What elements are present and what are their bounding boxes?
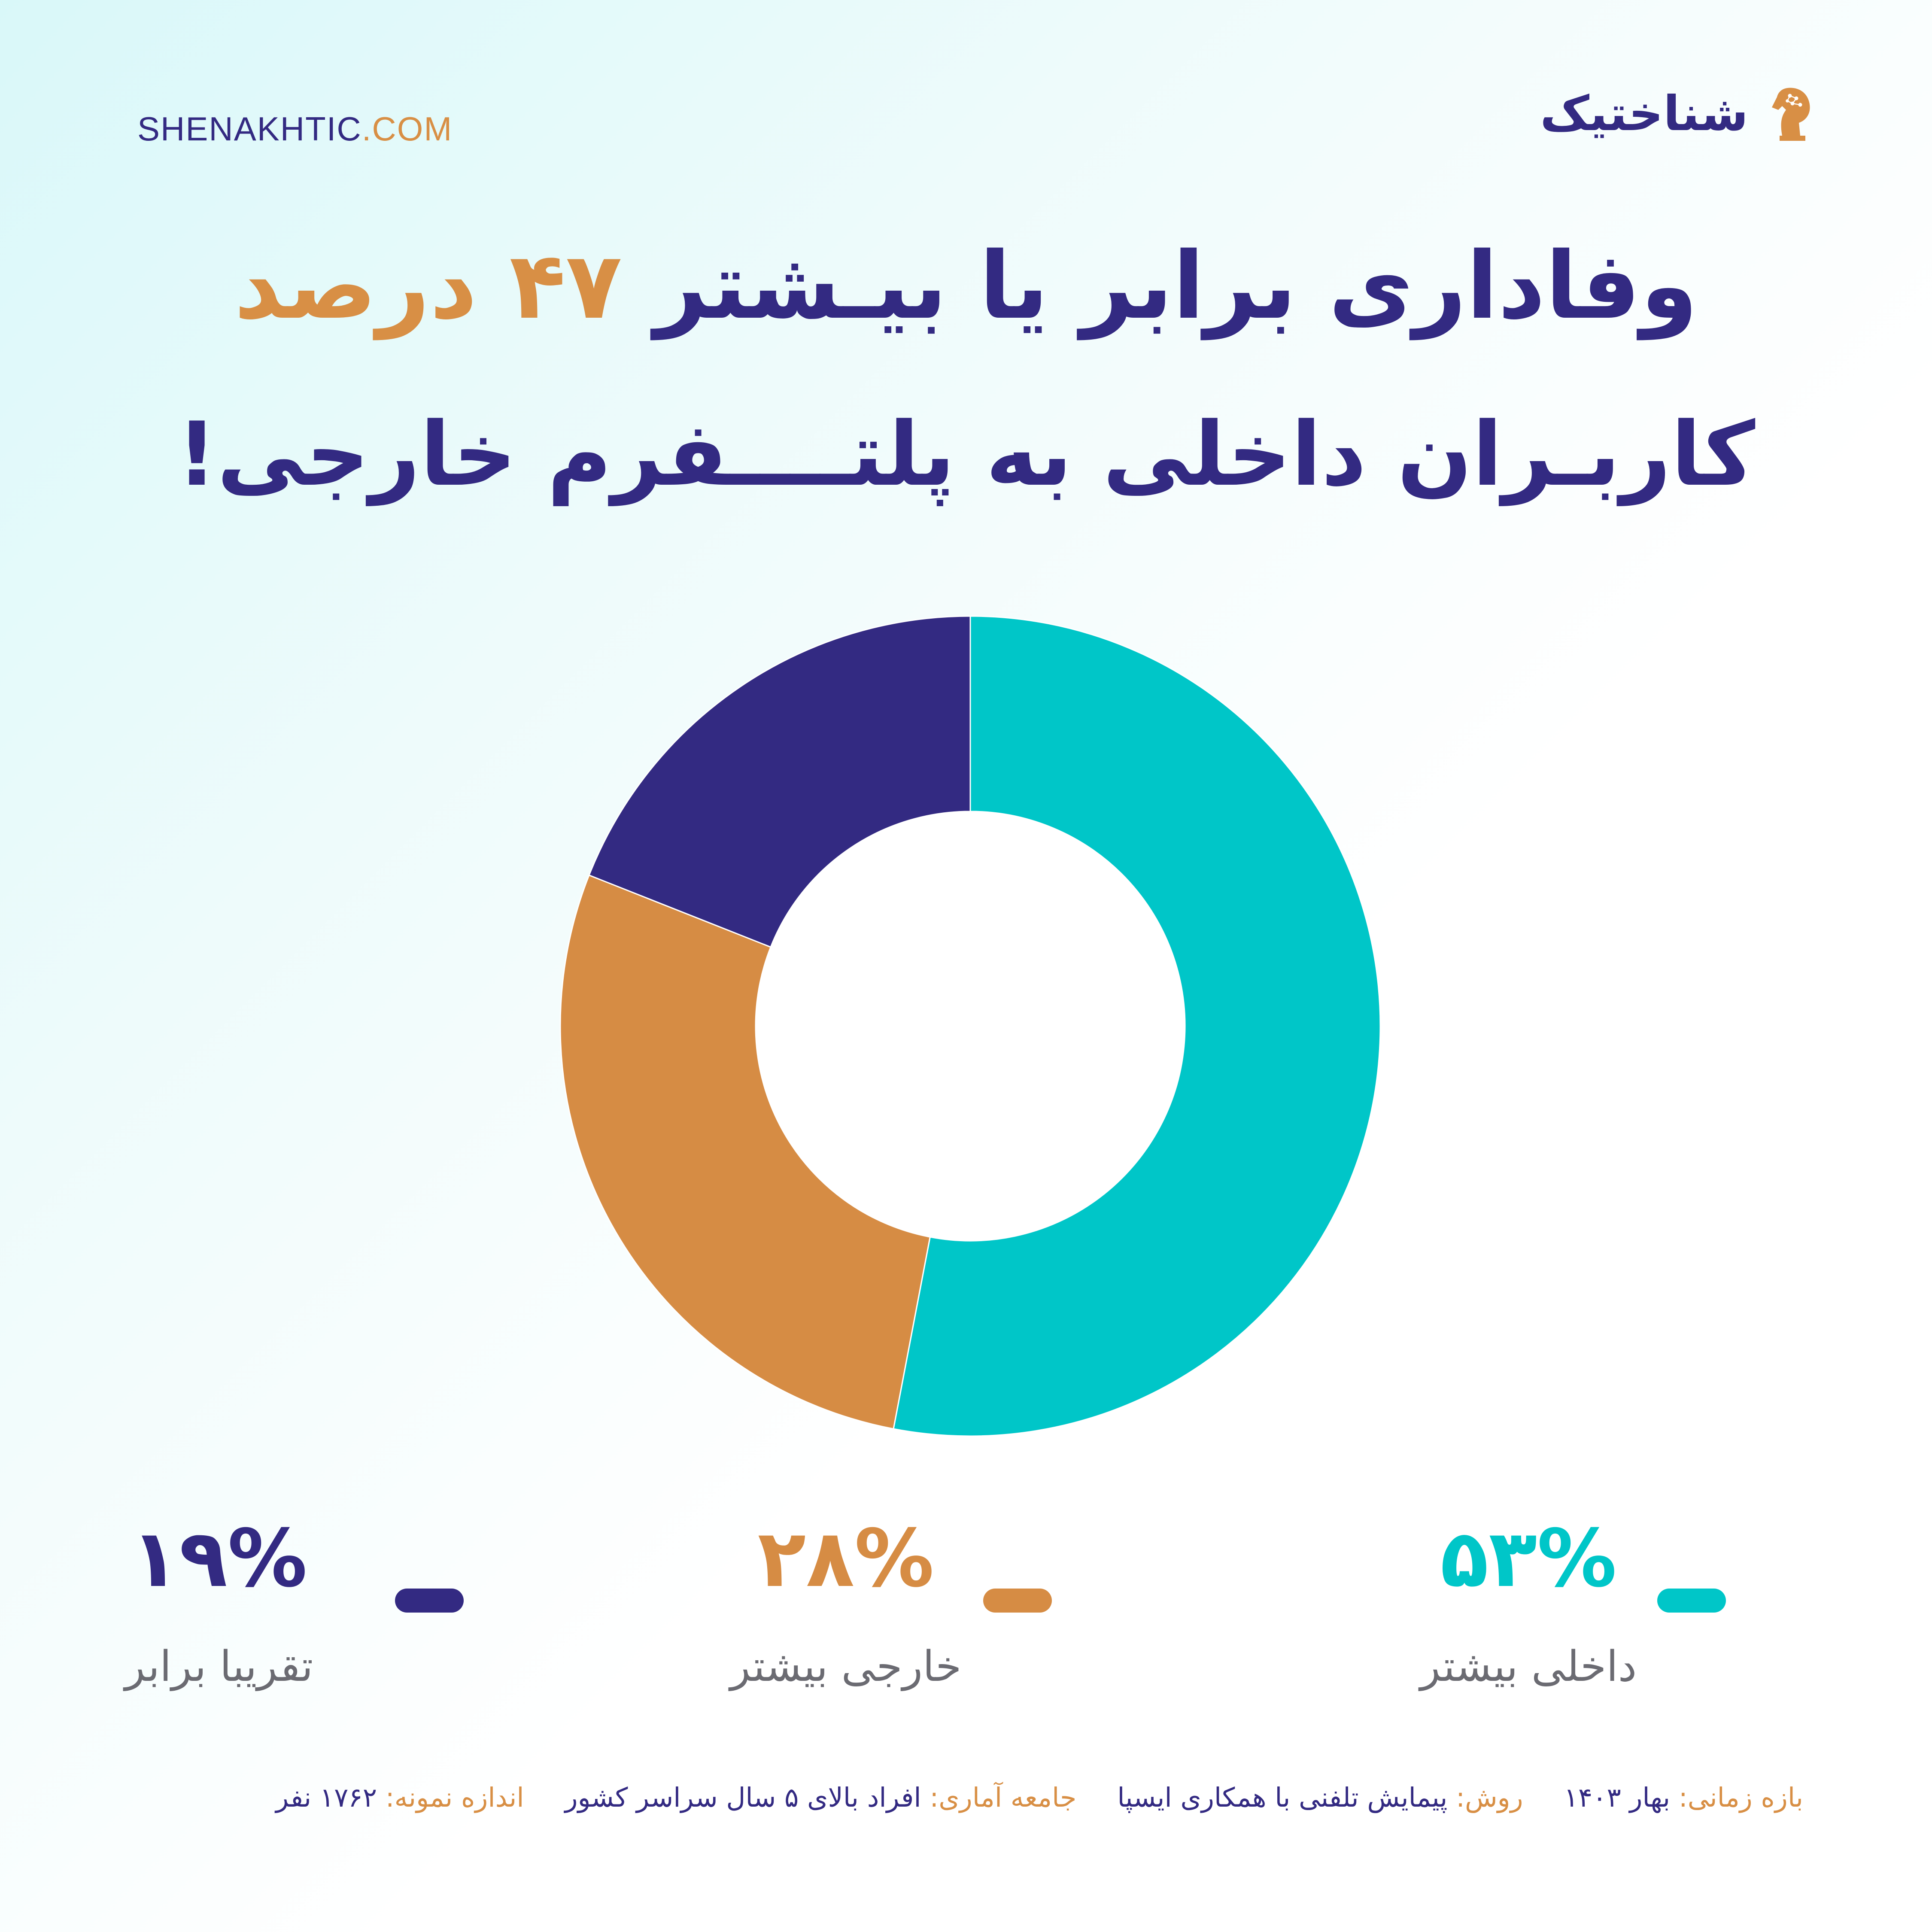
legend-label: خارجی بیشتر	[730, 1642, 962, 1691]
legend-swatch	[1657, 1589, 1726, 1613]
survey-period: بازه زمانی: بهار ۱۴۰۳	[1564, 1782, 1803, 1813]
site-url[interactable]: SHENAKHTIC.COM	[137, 109, 453, 149]
legend-value: ۲۸%	[757, 1512, 934, 1605]
survey-method-key: روش:	[1456, 1782, 1523, 1813]
chess-knight-icon	[1772, 88, 1810, 141]
survey-period-value: بهار ۱۴۰۳	[1564, 1782, 1671, 1813]
survey-population-key: جامعه آماری:	[930, 1782, 1077, 1813]
survey-sample-value: ۱۷۶۲ نفر	[276, 1782, 377, 1813]
survey-method-value: پیمایش تلفنی با همکاری ایسپا	[1117, 1782, 1448, 1813]
headline-text: وفاداری برابر یا بیـشتر	[654, 232, 1698, 340]
survey-sample: اندازه نمونه: ۱۷۶۲ نفر	[276, 1782, 524, 1813]
legend-item-domestic: ۵۳% داخلی بیشتر	[1408, 1511, 1795, 1709]
legend-value: ۵۳%	[1440, 1512, 1617, 1605]
legend-value: ۱۹%	[131, 1512, 307, 1605]
donut-chart	[559, 615, 1381, 1437]
legend-swatch	[395, 1589, 464, 1613]
survey-sample-key: اندازه نمونه:	[385, 1782, 524, 1813]
site-url-main: SHENAKHTIC	[137, 110, 362, 148]
legend-swatch	[983, 1589, 1052, 1613]
brand-logo: شناختیک	[1540, 82, 1825, 146]
survey-period-key: بازه زمانی:	[1678, 1782, 1803, 1813]
headline-line-1: وفاداری برابر یا بیـشتر ۴۷ درصد	[0, 232, 1932, 340]
legend-label: داخلی بیشتر	[1420, 1642, 1637, 1691]
survey-method: روش: پیمایش تلفنی با همکاری ایسپا	[1117, 1782, 1523, 1813]
headline-unit: درصد	[234, 232, 477, 340]
brand-name: شناختیک	[1540, 86, 1748, 142]
headline-line-2: کاربـران داخلی به پلتــــفرم خارجی!	[176, 404, 1756, 506]
survey-info: بازه زمانی: بهار ۱۴۰۳ روش: پیمایش تلفنی …	[276, 1782, 1803, 1813]
survey-population: جامعه آماری: افراد بالای ۵ سال سراسر کشو…	[565, 1782, 1077, 1813]
legend-item-equal: ۱۹% تقریبا برابر	[99, 1511, 485, 1709]
legend-label: تقریبا برابر	[125, 1642, 313, 1691]
survey-population-value: افراد بالای ۵ سال سراسر کشور	[565, 1782, 921, 1813]
headline-number: ۴۷	[509, 232, 622, 340]
legend-item-foreign: ۲۸% خارجی بیشتر	[726, 1511, 1112, 1709]
site-url-tld: .COM	[361, 110, 453, 148]
donut-hole	[756, 811, 1185, 1241]
